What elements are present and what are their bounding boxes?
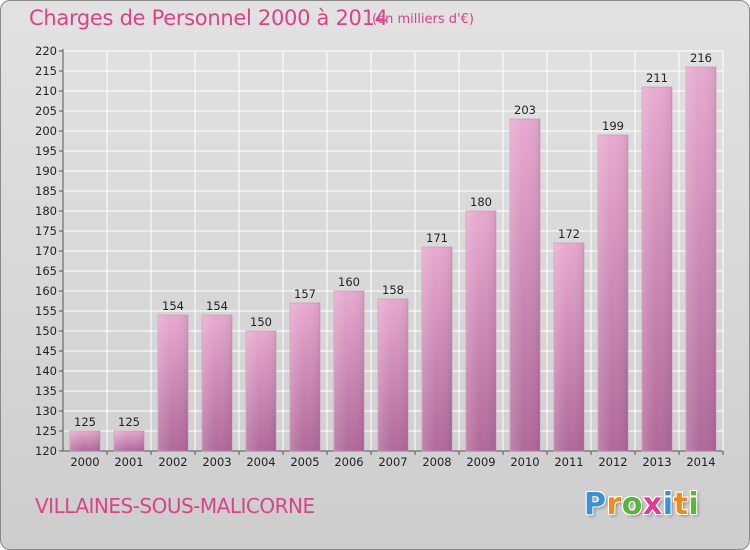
bar-shading bbox=[246, 331, 276, 451]
logo-letter: P bbox=[584, 487, 607, 522]
data-label: 157 bbox=[294, 287, 316, 301]
y-tick-label: 175 bbox=[35, 224, 57, 238]
bar-shading bbox=[70, 431, 100, 451]
bar-shading bbox=[554, 243, 584, 451]
data-label: 211 bbox=[646, 71, 668, 85]
x-tick-label: 2000 bbox=[70, 455, 99, 469]
x-tick-label: 2014 bbox=[686, 455, 715, 469]
bar-shading bbox=[158, 315, 188, 451]
y-tick-label: 130 bbox=[35, 404, 57, 418]
y-tick-label: 190 bbox=[35, 164, 57, 178]
bar-shading bbox=[290, 303, 320, 451]
proxiti-logo: Proxiti bbox=[584, 487, 699, 522]
x-tick-label: 2003 bbox=[202, 455, 231, 469]
y-tick-label: 170 bbox=[35, 244, 57, 258]
data-label: 171 bbox=[426, 231, 448, 245]
y-tick-label: 210 bbox=[35, 84, 57, 98]
x-tick-label: 2012 bbox=[598, 455, 627, 469]
y-tick-label: 125 bbox=[35, 424, 57, 438]
bar-shading bbox=[334, 291, 364, 451]
logo-letter: o bbox=[621, 487, 643, 522]
logo-letter: x bbox=[642, 487, 663, 522]
y-tick-label: 200 bbox=[35, 124, 57, 138]
data-label: 180 bbox=[470, 195, 492, 209]
y-tick-label: 180 bbox=[35, 204, 57, 218]
x-tick-label: 2002 bbox=[158, 455, 187, 469]
x-tick-label: 2004 bbox=[246, 455, 275, 469]
data-label: 216 bbox=[690, 51, 712, 65]
data-label: 125 bbox=[74, 415, 96, 429]
data-label: 150 bbox=[250, 315, 272, 329]
chart-title: Charges de Personnel 2000 à 2014 bbox=[29, 6, 388, 30]
y-tick-label: 220 bbox=[35, 44, 57, 58]
data-label: 199 bbox=[602, 119, 624, 133]
data-label: 172 bbox=[558, 227, 580, 241]
logo-letter: r bbox=[606, 487, 622, 522]
bar-shading bbox=[378, 299, 408, 451]
bar-shading bbox=[598, 135, 628, 451]
y-tick-label: 185 bbox=[35, 184, 57, 198]
bar-shading bbox=[686, 67, 716, 451]
bar-shading bbox=[466, 211, 496, 451]
x-tick-label: 2007 bbox=[378, 455, 407, 469]
bar-shading bbox=[202, 315, 232, 451]
data-label: 154 bbox=[206, 299, 228, 313]
y-tick-label: 135 bbox=[35, 384, 57, 398]
data-label: 203 bbox=[514, 103, 536, 117]
x-tick-label: 2010 bbox=[510, 455, 539, 469]
axes: 1201251301351401451501551601651701751801… bbox=[35, 44, 724, 469]
y-tick-label: 215 bbox=[35, 64, 57, 78]
x-tick-label: 2006 bbox=[334, 455, 363, 469]
x-tick-label: 2011 bbox=[554, 455, 583, 469]
logo-letter: i bbox=[688, 487, 700, 522]
y-tick-label: 155 bbox=[35, 304, 57, 318]
logo-letter: i bbox=[662, 487, 674, 522]
bar-shading bbox=[642, 87, 672, 451]
chart-subtitle: (en milliers d'€) bbox=[372, 12, 474, 27]
bar-shading bbox=[422, 247, 452, 451]
x-tick-label: 2005 bbox=[290, 455, 319, 469]
y-tick-label: 150 bbox=[35, 324, 57, 338]
value-labels: 125 125 154 154 150 157 160 158 171 180 203 172 199 2… bbox=[74, 51, 712, 429]
data-label: 160 bbox=[338, 275, 360, 289]
y-tick-label: 140 bbox=[35, 364, 57, 378]
y-tick-label: 120 bbox=[35, 444, 57, 458]
y-tick-label: 160 bbox=[35, 284, 57, 298]
x-tick-label: 2009 bbox=[466, 455, 495, 469]
y-tick-label: 145 bbox=[35, 344, 57, 358]
y-tick-label: 195 bbox=[35, 144, 57, 158]
logo-letter: t bbox=[673, 487, 689, 522]
data-label: 154 bbox=[162, 299, 184, 313]
bar-shading bbox=[114, 431, 144, 451]
y-tick-label: 205 bbox=[35, 104, 57, 118]
data-label: 158 bbox=[382, 283, 404, 297]
commune-name: VILLAINES-SOUS-MALICORNE bbox=[35, 494, 315, 518]
x-tick-label: 2008 bbox=[422, 455, 451, 469]
x-tick-label: 2013 bbox=[642, 455, 671, 469]
x-tick-label: 2001 bbox=[114, 455, 143, 469]
y-tick-label: 165 bbox=[35, 264, 57, 278]
data-label: 125 bbox=[118, 415, 140, 429]
bar-shading bbox=[510, 119, 540, 451]
bars bbox=[69, 66, 717, 452]
